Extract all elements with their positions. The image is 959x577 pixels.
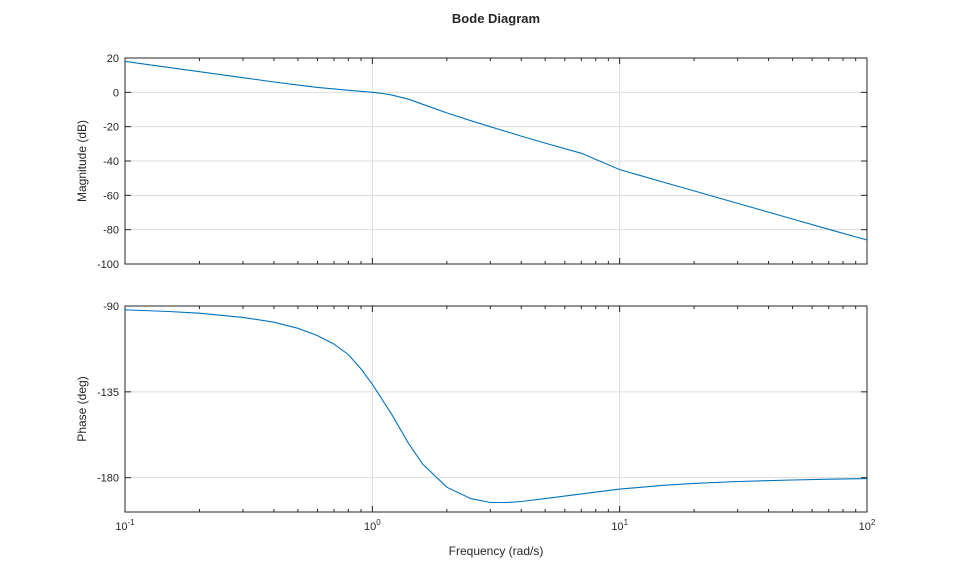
y-tick-label: 0 — [113, 87, 119, 99]
magnitude-line — [124, 60, 868, 241]
x-tick-label: 100 — [364, 518, 381, 533]
magnitude-panel: 20 0 -20 -40 -60 -80 -100 Magnitude (dB) — [75, 53, 868, 271]
y-axis-label: Magnitude (dB) — [75, 120, 89, 202]
x-tick-label: 102 — [859, 518, 876, 533]
phase-line — [124, 309, 868, 504]
y-tick-label: -20 — [103, 122, 119, 134]
axes-frame — [124, 57, 868, 265]
phase-panel: -90 -135 -180 Phase (deg) 10-1 100 101 102 — [75, 301, 876, 533]
y-tick-label: 20 — [107, 53, 119, 65]
axes-frame — [124, 305, 868, 513]
y-tick-label: -100 — [97, 259, 119, 271]
x-axis-label: Frequency (rad/s) — [449, 544, 544, 558]
y-tick-label: -135 — [97, 387, 119, 399]
x-tick-label: 101 — [611, 518, 628, 533]
y-tick-label: -180 — [97, 473, 119, 485]
y-tick-label: -40 — [103, 156, 119, 168]
chart-title: Bode Diagram — [452, 11, 540, 26]
y-tick-label: -80 — [103, 225, 119, 237]
y-tick-label: -60 — [103, 190, 119, 202]
y-axis-label: Phase (deg) — [75, 376, 89, 441]
y-tick-label: -90 — [103, 301, 119, 313]
x-tick-label: 10-1 — [115, 518, 135, 533]
